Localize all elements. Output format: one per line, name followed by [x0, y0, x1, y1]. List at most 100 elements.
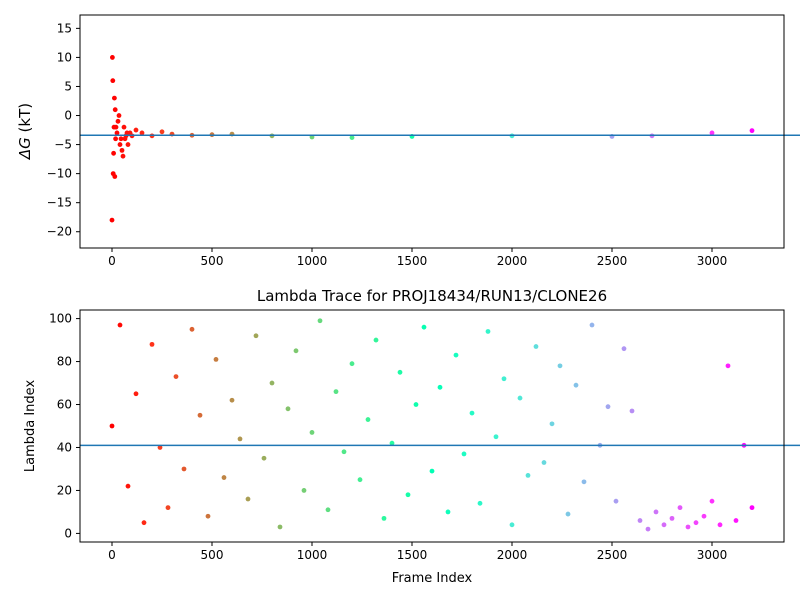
lambda-x-tick-label: 0 — [108, 548, 116, 562]
dg-point — [709, 130, 715, 136]
lambda-point — [373, 337, 379, 343]
lambda-point — [461, 451, 467, 457]
dg-point — [117, 142, 123, 147]
lambda-point — [637, 518, 643, 523]
dg-point — [113, 124, 119, 130]
lambda-point — [213, 357, 219, 362]
dg-y-axis-label: ΔG (kT) — [16, 103, 34, 160]
lambda-point — [493, 434, 499, 440]
lambda-point — [525, 473, 531, 478]
lambda-point — [477, 500, 483, 506]
dg-x-tick-label: 2500 — [597, 254, 628, 268]
lambda-x-tick-label: 1500 — [397, 548, 428, 562]
lambda-point — [501, 376, 507, 382]
lambda-point — [677, 505, 683, 511]
lambda-point — [109, 423, 115, 429]
dg-point — [749, 128, 755, 134]
lambda-x-ticks: 0 500 1000 1500 2000 2500 3000 — [108, 542, 727, 562]
lambda-point — [333, 389, 339, 395]
lambda-point — [541, 460, 547, 465]
dg-point — [125, 142, 131, 147]
dg-x-tick-label: 3000 — [697, 254, 728, 268]
lambda-point — [309, 430, 315, 435]
lambda-point — [421, 324, 427, 330]
lambda-point — [133, 391, 139, 397]
dg-point — [112, 174, 118, 179]
lambda-chart-title: Lambda Trace for PROJ18434/RUN13/CLONE26 — [257, 287, 607, 305]
lambda-point — [701, 513, 707, 519]
dg-point — [110, 78, 116, 84]
lambda-point — [141, 520, 147, 526]
dg-point — [109, 217, 115, 223]
lambda-point — [685, 524, 691, 530]
lambda-point — [565, 511, 571, 517]
lambda-point — [397, 369, 403, 375]
lambda-point — [469, 410, 475, 416]
lambda-point — [653, 509, 659, 515]
lambda-point — [485, 329, 491, 334]
lambda-x-tick-label: 1000 — [297, 548, 328, 562]
lambda-point — [605, 404, 611, 410]
lambda-point — [357, 477, 363, 483]
lambda-y-tick-label: 20 — [57, 483, 72, 497]
lambda-point — [733, 518, 739, 523]
dg-y-tick-label: −5 — [54, 138, 72, 152]
lambda-panel: Lambda Trace for PROJ18434/RUN13/CLONE26… — [23, 287, 800, 586]
lambda-x-axis-label: Frame Index — [392, 571, 473, 586]
lambda-point — [405, 492, 411, 498]
dg-y-tick-label: −20 — [47, 225, 72, 239]
lambda-y-axis-label: Lambda Index — [23, 380, 38, 473]
lambda-point — [661, 522, 667, 528]
dg-x-tick-label: 500 — [201, 254, 224, 268]
lambda-point — [301, 488, 307, 493]
lambda-point — [245, 496, 251, 502]
dg-x-tick-label: 0 — [108, 254, 116, 268]
dg-y-tick-label: 15 — [57, 21, 72, 35]
dg-plot-frame — [79, 14, 785, 249]
lambda-y-ticks: 0 20 40 60 80 100 — [49, 312, 80, 540]
lambda-point — [437, 384, 443, 390]
dg-x-tick-label: 1500 — [397, 254, 428, 268]
dg-x-ticks: 0 500 1000 1500 2000 2500 3000 — [108, 248, 727, 268]
dg-point — [116, 113, 122, 118]
lambda-point — [149, 341, 155, 347]
lambda-point — [381, 515, 387, 521]
lambda-point — [589, 322, 595, 328]
lambda-point — [349, 361, 355, 367]
lambda-point — [725, 363, 731, 369]
dg-point — [121, 124, 127, 130]
dg-point — [115, 118, 121, 124]
lambda-points — [109, 318, 755, 532]
lambda-point — [669, 515, 675, 521]
dg-y-tick-label: 0 — [64, 109, 72, 123]
lambda-y-tick-label: 0 — [64, 526, 72, 540]
lambda-x-tick-label: 2000 — [497, 548, 528, 562]
lambda-point — [629, 408, 635, 414]
dg-point — [112, 107, 118, 113]
lambda-y-tick-label: 40 — [57, 440, 72, 454]
dg-y-tick-label: 10 — [57, 50, 72, 64]
lambda-point — [285, 406, 291, 412]
lambda-point — [277, 524, 283, 530]
lambda-point — [613, 498, 619, 504]
lambda-point — [581, 479, 587, 485]
lambda-point — [533, 344, 539, 349]
dg-point — [119, 147, 125, 153]
lambda-point — [317, 318, 323, 324]
dg-point — [139, 130, 145, 136]
dg-point — [159, 129, 165, 135]
lambda-y-tick-label: 100 — [49, 312, 72, 326]
lambda-point — [517, 395, 523, 401]
lambda-point — [709, 498, 715, 504]
lambda-point — [229, 397, 235, 403]
lambda-point — [509, 522, 515, 528]
lambda-y-tick-label: 80 — [57, 355, 72, 369]
lambda-point — [189, 326, 195, 332]
lambda-point — [341, 449, 347, 455]
lambda-point — [293, 348, 299, 354]
lambda-point — [573, 382, 579, 388]
lambda-point — [205, 513, 211, 519]
dg-point — [118, 136, 124, 142]
lambda-point — [157, 445, 163, 450]
lambda-point — [445, 509, 451, 515]
